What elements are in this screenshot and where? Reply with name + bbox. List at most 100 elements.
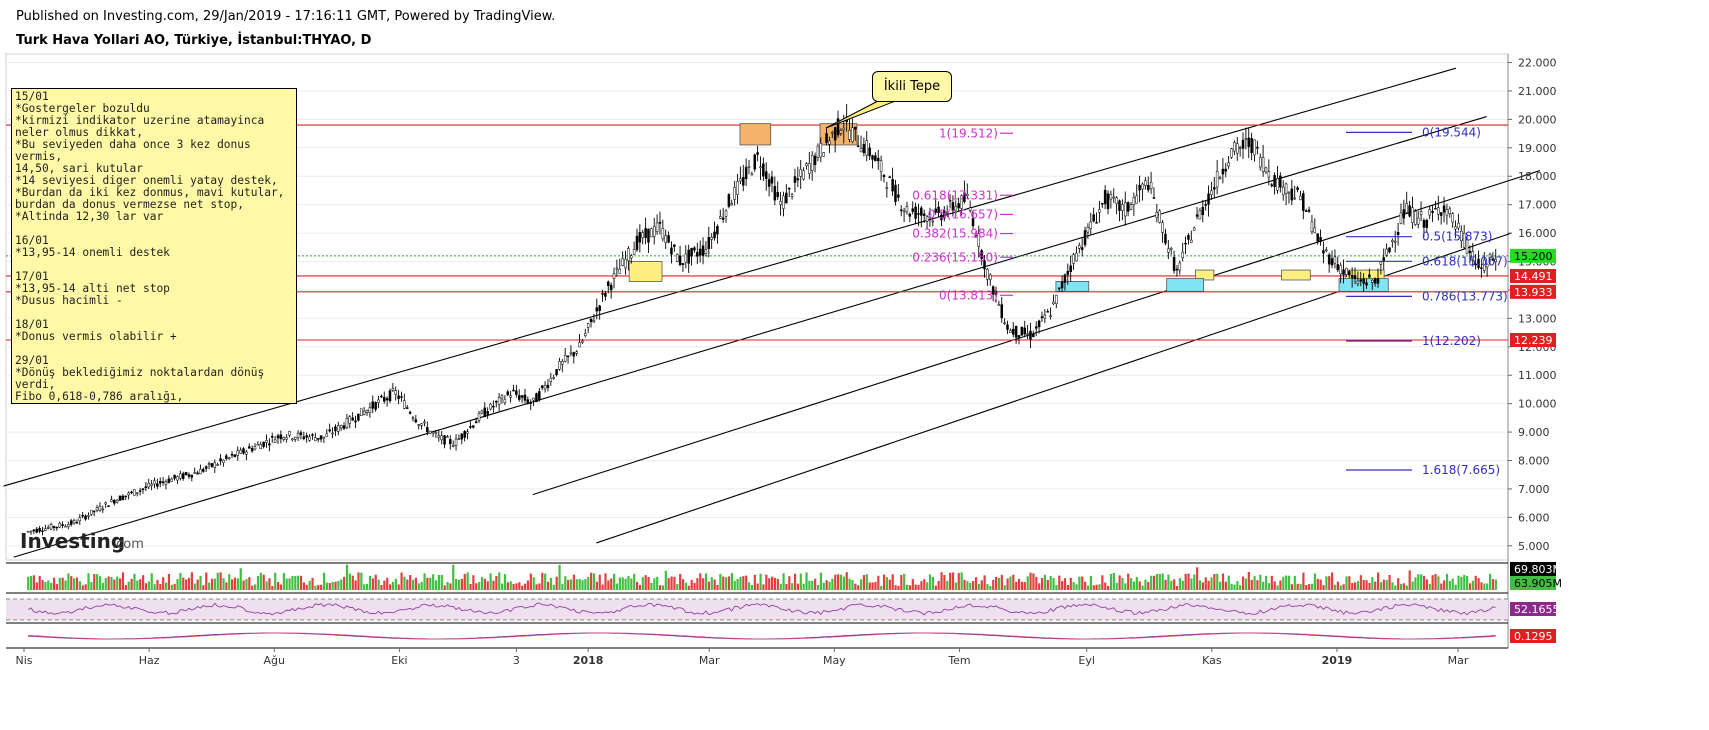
volume-bar bbox=[1273, 581, 1276, 590]
volume-bar bbox=[210, 578, 214, 590]
candle-body bbox=[291, 438, 294, 441]
candle-body bbox=[322, 436, 326, 439]
candle-body bbox=[1319, 236, 1322, 242]
volume-bar bbox=[647, 576, 650, 590]
volume-bar bbox=[1331, 572, 1334, 590]
candle-body bbox=[799, 169, 802, 177]
volume-bar bbox=[437, 574, 441, 590]
candle-body bbox=[110, 499, 113, 502]
volume-bar bbox=[1316, 578, 1319, 590]
volume-bar bbox=[943, 574, 946, 590]
candle-body bbox=[658, 222, 662, 224]
level-price-tag-bg bbox=[1510, 333, 1556, 348]
volume-bar bbox=[443, 585, 446, 590]
volume-bar bbox=[618, 577, 621, 590]
volume-bar bbox=[139, 579, 142, 590]
candle-body bbox=[1026, 333, 1029, 335]
candle-body bbox=[782, 195, 785, 209]
volume-bar bbox=[630, 578, 633, 590]
volume-bar bbox=[1356, 581, 1360, 590]
candle-body bbox=[1017, 335, 1021, 338]
candle-body bbox=[1138, 184, 1141, 191]
volume-bar bbox=[917, 584, 920, 590]
volume-bar bbox=[44, 581, 47, 590]
candle-body bbox=[1468, 250, 1472, 253]
volume-bar bbox=[1422, 575, 1426, 590]
candle-body bbox=[963, 192, 966, 202]
volume-bar bbox=[1466, 575, 1469, 590]
candle-body bbox=[526, 399, 530, 404]
volume-bar bbox=[1098, 584, 1101, 590]
candle-body bbox=[308, 436, 311, 441]
volume-bar bbox=[96, 574, 99, 590]
volume-bar bbox=[770, 576, 774, 590]
volume-bar bbox=[1420, 574, 1423, 590]
candle-body bbox=[230, 453, 234, 456]
candle-body bbox=[707, 237, 711, 249]
candle-body bbox=[833, 127, 837, 141]
candle-body bbox=[957, 203, 960, 209]
candle-body bbox=[770, 176, 774, 184]
volume-bar bbox=[949, 572, 952, 590]
candle-body bbox=[434, 432, 438, 435]
candle-body bbox=[764, 171, 768, 180]
candle-body bbox=[721, 217, 725, 220]
volume-bar bbox=[1443, 580, 1446, 590]
price-axis[interactable]: 22.000 21.000 20.000 19.000 18.000 17.000 16.0… bbox=[1508, 57, 1562, 643]
candle-body bbox=[1399, 212, 1403, 224]
volume-bar bbox=[457, 579, 461, 590]
volume-bar bbox=[1417, 574, 1420, 590]
volume-bar bbox=[673, 576, 676, 590]
candle-body bbox=[609, 284, 613, 291]
volume-bar bbox=[297, 575, 300, 590]
volume-bar bbox=[394, 578, 397, 590]
volume-bar bbox=[374, 574, 377, 590]
candle-body bbox=[589, 318, 593, 323]
candle-body bbox=[1149, 181, 1153, 190]
volume-bar bbox=[934, 585, 937, 590]
candle-body bbox=[1494, 258, 1497, 263]
volume-bar bbox=[489, 573, 492, 590]
candle-body bbox=[1106, 193, 1110, 210]
time-axis[interactable]: Nis Haz Ağu Eki 3 2018 Mar May Tem Eyl Kas 2019 Mar bbox=[15, 648, 1469, 667]
volume-bar bbox=[954, 582, 957, 590]
candle-body bbox=[69, 520, 73, 525]
volume-bar bbox=[268, 578, 271, 590]
volume-bar bbox=[839, 574, 843, 590]
volume-bar bbox=[29, 576, 33, 590]
volume-bar bbox=[538, 583, 541, 590]
candle-body bbox=[417, 424, 420, 426]
volume-bar bbox=[251, 585, 254, 590]
volume-bar bbox=[32, 575, 36, 590]
candle-body bbox=[1207, 193, 1210, 205]
candle-body bbox=[1373, 278, 1377, 284]
volume-bar bbox=[561, 583, 564, 590]
candle-body bbox=[744, 167, 748, 180]
volume-bar bbox=[331, 581, 334, 590]
volume-bar bbox=[793, 573, 797, 590]
volume-bar bbox=[903, 573, 906, 590]
candle-body bbox=[1009, 330, 1012, 333]
candle-body bbox=[558, 361, 561, 370]
candle-body bbox=[1316, 233, 1319, 242]
volume-bar bbox=[1285, 575, 1288, 590]
volume-bar bbox=[1196, 567, 1199, 590]
candle-body bbox=[242, 448, 245, 454]
volume-bar bbox=[1491, 579, 1495, 590]
volume-bar bbox=[1451, 578, 1454, 590]
volume-bar bbox=[156, 579, 159, 590]
candle-body bbox=[1304, 210, 1308, 213]
candle-body bbox=[259, 444, 262, 449]
volume-bar bbox=[624, 578, 627, 590]
double-top-callout: İkili Tepe bbox=[872, 71, 952, 102]
candle-body bbox=[773, 185, 777, 201]
candle-body bbox=[1336, 264, 1340, 271]
volume-bar bbox=[1173, 579, 1176, 590]
candle-body bbox=[1215, 170, 1219, 188]
candle-body bbox=[690, 247, 693, 257]
candle-body bbox=[1437, 207, 1440, 215]
candle-body bbox=[1167, 248, 1170, 253]
macd-tag-bg bbox=[1510, 629, 1556, 643]
volume-bar bbox=[799, 573, 802, 590]
candle-body bbox=[314, 437, 317, 442]
